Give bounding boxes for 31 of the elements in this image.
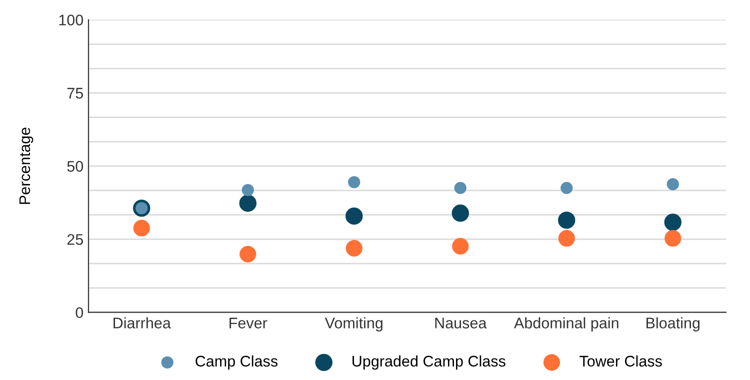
point [452, 238, 469, 255]
x-tick-label: Bloating [646, 317, 700, 332]
y-tick-label: 25 [67, 234, 83, 245]
point [664, 230, 682, 247]
point [452, 204, 469, 222]
point [454, 182, 466, 194]
point [558, 230, 575, 247]
point [664, 214, 682, 231]
point [242, 184, 254, 196]
y-axis-title: Percentage [19, 128, 34, 204]
point [348, 176, 360, 188]
x-tick-label: Abdominal pain [514, 317, 618, 332]
point [346, 240, 362, 257]
point [239, 194, 256, 212]
x-tick-label: Fever [230, 318, 268, 328]
point [346, 207, 363, 225]
point [666, 178, 679, 190]
y-tick-label: 100 [59, 14, 84, 26]
legend-label: Tower Class [580, 355, 662, 367]
x-tick-label: Nausea [435, 318, 487, 328]
y-tick-label: 50 [67, 160, 84, 172]
point [133, 220, 150, 236]
legend-label: Upgraded Camp Class [352, 355, 506, 370]
y-tick-label: 75 [67, 88, 83, 99]
point [560, 182, 573, 194]
legend-label: Camp Class [196, 355, 278, 370]
y-tick-label: 0 [76, 307, 84, 318]
x-tick-label: Vomiting [324, 317, 382, 332]
point [558, 212, 576, 229]
point [240, 246, 256, 262]
x-tick-label: Diarrhea [114, 317, 171, 328]
